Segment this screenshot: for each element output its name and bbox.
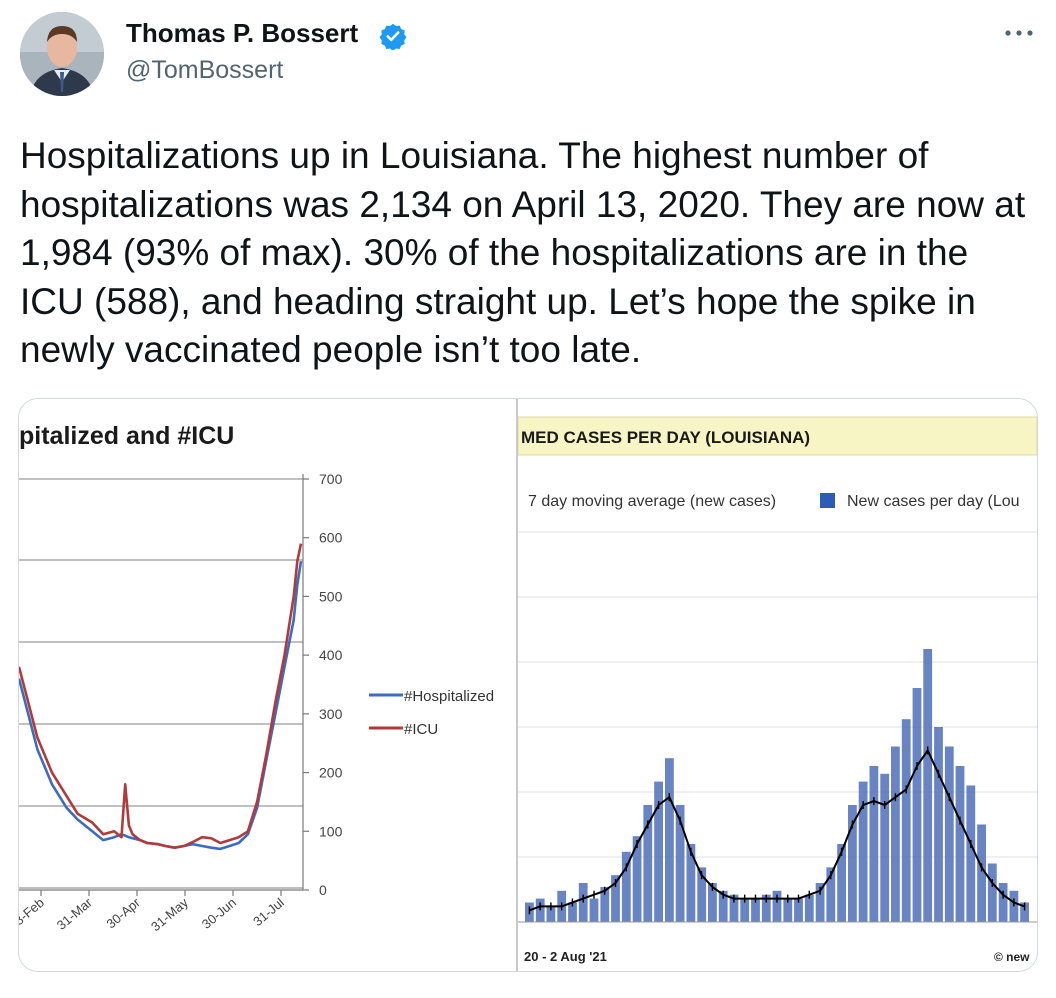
daily-cases-bar [848, 805, 857, 922]
legend-label-icu: #ICU [404, 721, 438, 738]
daily-cases-bar [708, 883, 717, 922]
legend-bar-label: New cases per day (Lou [847, 493, 1020, 510]
cases-date-range: 20 - 2 Aug '21 [524, 949, 607, 964]
daily-cases-bar [783, 898, 793, 922]
cases-chart[interactable]: MED CASES PER DAY (LOUISIANA) 7 day movi… [517, 399, 1037, 971]
hospitalization-chart-svg: pitalized and #ICU 700 600 500 400 300 200 100… [19, 422, 494, 934]
x-tick-label: 31-May [148, 894, 191, 934]
daily-cases-bar [729, 894, 739, 922]
more-options-icon[interactable] [1002, 22, 1036, 44]
hospitalization-chart[interactable]: pitalized and #ICU 700 600 500 400 300 200 100… [19, 399, 516, 971]
daily-cases-bar [837, 844, 846, 922]
legend-bar-swatch [820, 493, 835, 508]
y-tick-label: 700 [319, 471, 343, 487]
daily-cases-bar [891, 746, 900, 922]
daily-cases-bar [600, 886, 610, 922]
y-tick-label: 500 [319, 588, 343, 604]
daily-cases-bar [546, 906, 556, 922]
tweet-text: Hospitalizations up in Louisiana. The hi… [20, 135, 1026, 370]
daily-cases-bar [1020, 902, 1029, 922]
legend-line-label: 7 day moving average (new cases) [528, 493, 776, 510]
daily-cases-bar [686, 844, 696, 922]
daily-cases-bar [826, 867, 836, 922]
daily-cases-bar [901, 719, 911, 922]
daily-cases-bar [589, 898, 599, 922]
y-tick-label: 100 [319, 823, 343, 839]
daily-cases-bar [740, 898, 750, 922]
daily-cases-bar [621, 851, 631, 922]
left-chart-title: pitalized and #ICU [19, 422, 234, 450]
cases-chart-title: MED CASES PER DAY (LOUISIANA) [521, 428, 810, 447]
daily-cases-bar [794, 898, 803, 922]
daily-cases-bar [697, 867, 707, 922]
daily-cases-bar [718, 890, 728, 922]
author-name[interactable]: Thomas P. Bossert [126, 18, 359, 48]
daily-cases-bar [675, 805, 685, 922]
x-tick-label: 31-Jul [250, 895, 287, 929]
y-tick-label: 600 [319, 530, 343, 546]
author-handle[interactable]: @TomBossert [126, 56, 284, 84]
daily-cases-bar [987, 863, 997, 922]
y-tick-label: 0 [319, 882, 327, 898]
daily-cases-bar [772, 890, 782, 922]
legend-label-hospitalized: #Hospitalized [404, 688, 494, 705]
daily-cases-bar [998, 883, 1008, 922]
daily-cases-bar [858, 781, 868, 922]
daily-cases-bar [977, 824, 986, 922]
daily-cases-bar [880, 773, 890, 922]
daily-cases-bar [923, 649, 933, 922]
x-tick-label: 31-Mar [54, 894, 96, 932]
daily-cases-bar [665, 758, 674, 922]
daily-cases-bar [966, 785, 976, 922]
x-tick-label: 28-Feb [19, 895, 47, 933]
y-tick-label: 200 [319, 765, 343, 781]
cases-title-bar [517, 416, 1037, 456]
daily-cases-bar [869, 766, 879, 922]
daily-cases-bar [632, 836, 642, 922]
cases-chart-svg: MED CASES PER DAY (LOUISIANA) 7 day movi… [517, 416, 1037, 964]
profile-avatar[interactable] [20, 12, 104, 96]
daily-cases-bar [643, 805, 653, 922]
panel-divider [516, 399, 518, 971]
daily-cases-bar [751, 898, 760, 922]
y-tick-label: 400 [319, 647, 343, 663]
daily-cases-bar [934, 727, 943, 922]
daily-cases-bar [944, 746, 954, 922]
daily-cases-bar [761, 894, 771, 922]
daily-cases-bar [804, 894, 814, 922]
daily-cases-bar [611, 875, 620, 922]
daily-cases-bar [815, 883, 825, 922]
cases-credit: © new [994, 950, 1030, 964]
x-tick-label: 30-Jun [199, 895, 239, 932]
daily-cases-bar [654, 781, 663, 922]
daily-cases-bar [568, 902, 577, 922]
x-tick-label: 30-Apr [103, 894, 143, 931]
daily-cases-bar [912, 688, 922, 922]
verified-badge-icon [379, 23, 407, 50]
avatar-image [20, 12, 104, 96]
series-line-icu [19, 543, 303, 849]
daily-cases-bar [955, 766, 965, 922]
tweet-media[interactable]: pitalized and #ICU 700 600 500 400 300 200 100… [18, 398, 1038, 972]
y-tick-label: 300 [319, 706, 343, 722]
